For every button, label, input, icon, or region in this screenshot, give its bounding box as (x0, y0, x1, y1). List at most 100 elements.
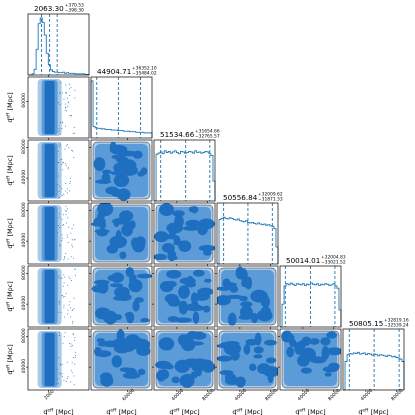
scatter-point (68, 276, 70, 278)
scatter-point (61, 234, 63, 236)
density-core-blob (125, 367, 138, 378)
scatter-point (74, 363, 76, 365)
density-core-blob (155, 360, 172, 370)
scatter-point (60, 311, 62, 313)
scatter-point (71, 239, 73, 241)
density-core-blob (178, 285, 190, 299)
density-core-blob (100, 375, 114, 387)
density-core-blob (324, 372, 332, 377)
scatter-point (65, 183, 67, 185)
scatter-point (65, 163, 67, 165)
scatter-point (70, 345, 72, 347)
histogram-d5 (280, 282, 342, 328)
scatter-point (68, 226, 70, 228)
scatter-point (69, 316, 71, 318)
scatter-point (57, 378, 59, 380)
scatter-point (61, 195, 63, 197)
density-core-blob (217, 286, 231, 291)
title-plus-d2: +36352.10 (132, 66, 157, 72)
scatter-point (74, 337, 76, 339)
scatter-point (67, 106, 69, 108)
panel-d4-d4: 50556.84 +32009.62−31871.33 (216, 192, 283, 266)
density-core-blob (183, 225, 200, 231)
scatter-point (69, 94, 71, 96)
density-core-blob (267, 370, 274, 384)
density-core-blob (235, 376, 246, 388)
panel-frame (153, 265, 216, 328)
panel-frame (279, 265, 342, 328)
scatter-point (60, 144, 62, 146)
scatter-point (73, 126, 75, 128)
scatter-point (73, 308, 75, 310)
scatter-point (69, 190, 71, 192)
scatter-point (63, 193, 65, 195)
scatter-point (74, 97, 76, 99)
scatter-point (60, 142, 62, 144)
panel-d4-d1: 40000 80000 (21, 202, 90, 266)
panel-d4-d3 (152, 202, 216, 266)
scatter-point (65, 103, 67, 105)
density-core-blob (140, 317, 150, 323)
panel-d6-d2: 60000 (89, 328, 153, 402)
density-core-blob (184, 336, 194, 347)
panel-d6-d5: 40000 80000 (278, 328, 342, 402)
density-core-blob (118, 156, 129, 163)
scatter-point (59, 364, 61, 366)
density-core-blob (132, 300, 140, 312)
scatter-point (70, 381, 72, 383)
scatter-point (70, 86, 72, 88)
histogram-d1 (28, 17, 90, 76)
scatter-point (58, 372, 60, 374)
density-core-blob (198, 218, 215, 230)
scatter-point (73, 375, 75, 377)
panel-frame (27, 202, 90, 265)
density-core-blob (116, 188, 131, 201)
panel-frame (153, 202, 216, 265)
scatter-point (70, 369, 72, 371)
density-core-blob (183, 358, 201, 368)
scatter-point (67, 241, 69, 243)
density-core-blob (174, 317, 192, 323)
density-core-blob (249, 363, 257, 372)
density-core-blob (166, 280, 177, 288)
panel-frame (90, 202, 153, 265)
density-core-blob (184, 281, 197, 288)
scatter-point (65, 92, 67, 94)
scatter-point (57, 368, 59, 370)
scatter-point (60, 164, 62, 166)
scatter-point (63, 307, 65, 309)
x-axis-label-d3: deffL [Mpc] (169, 407, 199, 415)
title-minus-d4: −31871.33 (258, 197, 283, 203)
density-core-blob (134, 297, 145, 303)
scatter-point (61, 92, 63, 94)
scatter-point (74, 274, 76, 276)
scatter-point (63, 282, 65, 284)
scatter-point (65, 110, 67, 112)
density-core-blob (227, 312, 237, 326)
title-median-d4: 50556.84 (223, 193, 258, 202)
scatter-point (59, 91, 61, 93)
scatter-point (57, 175, 59, 177)
y-axis-label-d5: deffL [Mpc] (5, 281, 16, 311)
scatter-point (74, 354, 76, 356)
density-core-blob (103, 310, 118, 325)
density-core-blob (156, 369, 166, 382)
scatter-point (74, 339, 76, 341)
scatter-point (62, 237, 64, 239)
density-core-blob (137, 368, 146, 376)
scatter-point (57, 383, 59, 385)
x-axis-label-d1: deffL [Mpc] (43, 407, 73, 415)
density-core-blob (154, 231, 169, 243)
scatter-point (74, 351, 76, 353)
y-axis-label-d6: deffL [Mpc] (5, 344, 16, 374)
scatter-point (65, 292, 67, 294)
panel-d3-d2 (89, 139, 153, 203)
scatter-point (66, 188, 68, 190)
scatter-point (58, 213, 60, 215)
panel-d2-d2: 44904.71 +36352.10−35484.02 (90, 66, 157, 140)
density-core-blob (238, 315, 253, 320)
scatter-point (73, 384, 75, 386)
panel-d1-d1: 2063.30 +370.53−398.30 (27, 3, 90, 77)
scatter-point (72, 320, 74, 322)
density-core-blob (97, 212, 105, 220)
